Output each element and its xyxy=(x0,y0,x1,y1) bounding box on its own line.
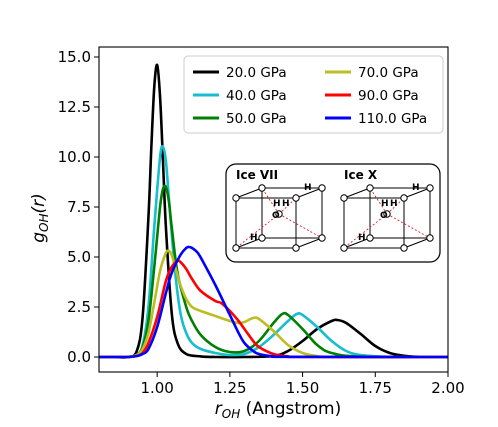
axes-frame xyxy=(98,46,449,373)
inset-title: Ice VII xyxy=(236,168,278,182)
legend-label: 90.0 GPa xyxy=(358,88,419,104)
atom xyxy=(426,184,434,192)
atom-label: O xyxy=(272,211,280,221)
y-tick-label: 12.5 xyxy=(58,98,91,116)
y-tick-label: 15.0 xyxy=(58,48,91,66)
series-line-20-0-gpa xyxy=(99,63,448,359)
legend-label: 110.0 GPa xyxy=(358,111,427,127)
atom xyxy=(318,184,326,192)
legend-label: 20.0 GPa xyxy=(226,65,287,81)
atom-label: H xyxy=(390,199,398,209)
legend-label: 70.0 GPa xyxy=(358,65,419,81)
series-line-70-0-gpa xyxy=(99,249,448,359)
series-line-40-0-gpa xyxy=(99,145,448,359)
legend-box xyxy=(183,55,444,134)
atom xyxy=(340,194,348,202)
y-axis-label: gOH(r) xyxy=(29,193,51,243)
atom xyxy=(366,234,374,242)
y-tick-label: 2.5 xyxy=(67,298,91,316)
atom-label: H xyxy=(250,233,258,243)
series-layer xyxy=(99,63,448,359)
atom xyxy=(383,210,391,218)
atom xyxy=(366,184,374,192)
atom-label: H xyxy=(358,233,366,243)
atom-label: H xyxy=(381,199,389,209)
atom xyxy=(258,234,266,242)
series-line-110-0-gpa xyxy=(99,245,448,359)
y-tick-label: 7.5 xyxy=(67,198,91,216)
x-tick-label: 1.50 xyxy=(286,379,319,397)
x-tick-label: 1.00 xyxy=(140,379,173,397)
legend-label: 40.0 GPa xyxy=(226,88,287,104)
atom xyxy=(400,244,408,252)
y-tick-label: 5.0 xyxy=(67,248,91,266)
atom xyxy=(232,244,240,252)
atom xyxy=(340,244,348,252)
atom-label: H xyxy=(273,199,281,209)
atom-label: H xyxy=(412,183,420,193)
x-tick-label: 1.75 xyxy=(359,379,392,397)
atom xyxy=(258,184,266,192)
legend-label: 50.0 GPa xyxy=(226,111,287,127)
x-tick-label: 2.00 xyxy=(431,379,464,397)
atom xyxy=(400,194,408,202)
atom-label: O xyxy=(380,211,388,221)
y-tick-label: 10.0 xyxy=(58,148,91,166)
x-tick-label: 1.25 xyxy=(213,379,246,397)
ticks-layer: 1.00 1.25 1.50 1.75 2.00 0.0 2.5 5.0 7.5 10.0 12.5… xyxy=(58,48,465,397)
x-axis-label: rOH (Angstrom) xyxy=(215,399,341,421)
atom-label: H xyxy=(304,183,312,193)
atom xyxy=(292,194,300,202)
atom xyxy=(292,244,300,252)
atom xyxy=(426,234,434,242)
atom xyxy=(275,210,283,218)
inset-title: Ice X xyxy=(344,168,378,182)
series-line-50-0-gpa xyxy=(99,184,448,359)
legend: 20.0 GPa 40.0 GPa 50.0 GPa 70.0 GPa 90.0 GPa… xyxy=(183,55,444,134)
y-tick-label: 0.0 xyxy=(67,348,91,366)
atom-label: H xyxy=(282,199,290,209)
atom xyxy=(232,194,240,202)
atom xyxy=(318,234,326,242)
